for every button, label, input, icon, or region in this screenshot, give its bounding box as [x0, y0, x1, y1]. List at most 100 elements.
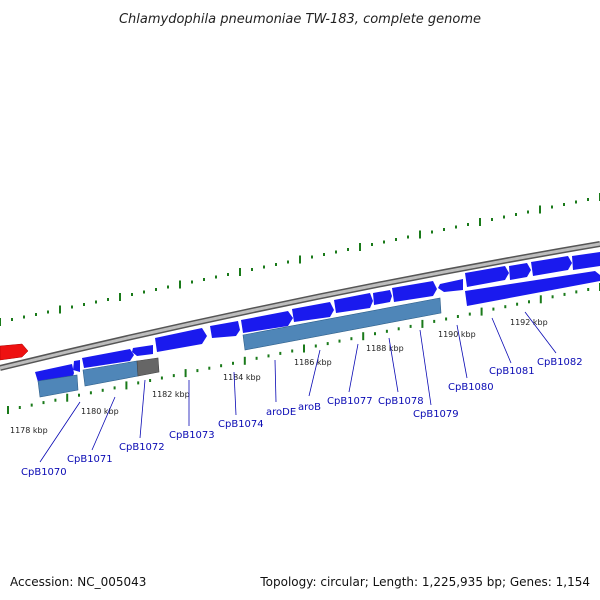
ruler-minor-tick: [18, 406, 21, 409]
gene-arrow-forward[interactable]: [572, 252, 600, 270]
ruler-minor-tick: [338, 339, 341, 343]
ruler-minor-tick: [107, 298, 109, 301]
ruler-minor-tick: [208, 366, 211, 370]
ruler-minor-tick: [467, 223, 469, 226]
ruler-tick-label: 1192 kbp: [510, 318, 548, 327]
ruler-minor-tick: [504, 305, 507, 309]
gene-label[interactable]: CpB1074: [218, 419, 264, 430]
ruler-minor-tick: [443, 228, 445, 231]
ruler-major-tick: [299, 255, 301, 264]
ruler-minor-tick: [456, 315, 459, 318]
ruler-tick-label: 1184 kbp: [223, 373, 261, 382]
feature-box[interactable]: [242, 297, 442, 351]
gene-arrow-forward[interactable]: [373, 290, 392, 305]
feature-boxes: [37, 297, 442, 398]
gene-arrow-reverse[interactable]: [73, 360, 80, 372]
ruler-minor-tick: [587, 288, 590, 291]
ruler-minor-tick: [314, 344, 317, 348]
ruler-minor-tick: [71, 305, 73, 309]
ruler-minor-tick: [287, 260, 289, 264]
ruler-labels: 1178 kbp 1180 kbp 1182 kbp 1184 kbp 1186…: [10, 318, 548, 435]
gene-label[interactable]: CpB1082: [537, 357, 583, 368]
ruler-minor-tick: [203, 278, 205, 281]
gene-arrow-reverse[interactable]: [438, 279, 463, 292]
gene-arrow-forward[interactable]: [82, 349, 134, 368]
ruler-tick-label: 1182 kbp: [152, 390, 190, 399]
ruler-minor-tick: [54, 398, 57, 402]
gene-arrow-reverse[interactable]: [132, 345, 153, 356]
ruler-minor-tick: [445, 317, 448, 321]
gene-arrow-red[interactable]: [0, 343, 29, 361]
ruler-minor-tick: [371, 243, 373, 246]
ruler-minor-tick: [291, 349, 294, 353]
gene-label[interactable]: CpB1071: [67, 454, 113, 465]
ruler-minor-tick: [267, 354, 270, 358]
ruler-minor-tick: [78, 393, 80, 397]
ruler-minor-tick: [215, 275, 217, 279]
gene-arrow-forward[interactable]: [210, 321, 240, 338]
gene-arrow-forward[interactable]: [241, 311, 293, 333]
gene-arrow-forward[interactable]: [392, 281, 437, 302]
gene-arrow-forward[interactable]: [155, 328, 207, 352]
ruler-minor-tick: [23, 315, 25, 319]
ruler-minor-tick: [11, 318, 13, 321]
ruler-minor-tick: [220, 364, 223, 368]
ruler-minor-tick: [383, 240, 385, 244]
ruler-tick-label: 1178 kbp: [10, 426, 48, 435]
ruler-major-tick: [243, 356, 246, 365]
ruler-minor-tick: [42, 401, 45, 405]
ruler-minor-tick: [47, 310, 49, 314]
ruler-minor-tick: [335, 250, 337, 254]
ruler-minor-tick: [503, 215, 505, 219]
ruler-major-tick: [59, 305, 61, 314]
gene-leader-lines: [39, 311, 557, 463]
ruler-major-tick: [480, 307, 483, 316]
gene-label[interactable]: aroB: [298, 402, 321, 413]
ruler-minor-tick: [527, 210, 529, 214]
ruler-minor-tick: [279, 351, 282, 355]
ruler-minor-tick: [149, 379, 152, 382]
gene-label[interactable]: CpB1081: [489, 366, 535, 377]
forward-strand-genes: [0, 252, 600, 361]
gene-arrow-forward[interactable]: [509, 263, 531, 280]
gene-arrow-forward[interactable]: [292, 302, 334, 322]
ruler-minor-tick: [455, 225, 457, 229]
ruler-minor-tick: [350, 337, 353, 341]
outer-tick-track: [0, 193, 600, 326]
ruler-minor-tick: [191, 280, 193, 284]
ruler-minor-tick: [431, 230, 433, 234]
gene-label[interactable]: CpB1080: [448, 382, 494, 393]
gene-arrow-forward[interactable]: [465, 266, 509, 287]
ruler-minor-tick: [255, 356, 258, 360]
genome-backbone: [0, 241, 600, 371]
ruler-minor-tick: [407, 235, 409, 239]
ruler-major-tick: [359, 243, 361, 251]
gene-label[interactable]: CpB1070: [21, 467, 67, 478]
ruler-minor-tick: [35, 313, 37, 316]
gene-arrow-forward[interactable]: [465, 271, 600, 306]
ruler-minor-tick: [575, 200, 577, 204]
gene-arrow-forward[interactable]: [531, 256, 572, 276]
ruler-minor-tick: [172, 374, 175, 378]
gene-label[interactable]: CpB1079: [413, 409, 459, 420]
ruler-minor-tick: [385, 329, 388, 333]
gene-label[interactable]: CpB1077: [327, 396, 373, 407]
gene-label[interactable]: CpB1073: [169, 430, 215, 441]
ruler-tick-label: 1186 kbp: [294, 358, 332, 367]
gene-arrow-forward[interactable]: [334, 293, 373, 313]
ruler-tick-label: 1188 kbp: [366, 344, 404, 353]
ruler-minor-tick: [491, 218, 493, 221]
gene-labels: CpB1070 CpB1071 CpB1072 CpB1073 CpB1074 …: [21, 357, 583, 478]
feature-box-gray[interactable]: [136, 357, 160, 377]
gene-label[interactable]: CpB1078: [378, 396, 424, 407]
gene-label[interactable]: CpB1072: [119, 442, 165, 453]
gene-label[interactable]: aroDE: [266, 407, 296, 418]
feature-box[interactable]: [37, 374, 79, 398]
ruler-minor-tick: [196, 369, 199, 373]
ruler-minor-tick: [83, 303, 85, 306]
ruler-minor-tick: [563, 203, 565, 206]
ruler-minor-tick: [30, 403, 33, 407]
ruler-major-tick: [66, 393, 69, 402]
ruler-major-tick: [7, 406, 9, 414]
